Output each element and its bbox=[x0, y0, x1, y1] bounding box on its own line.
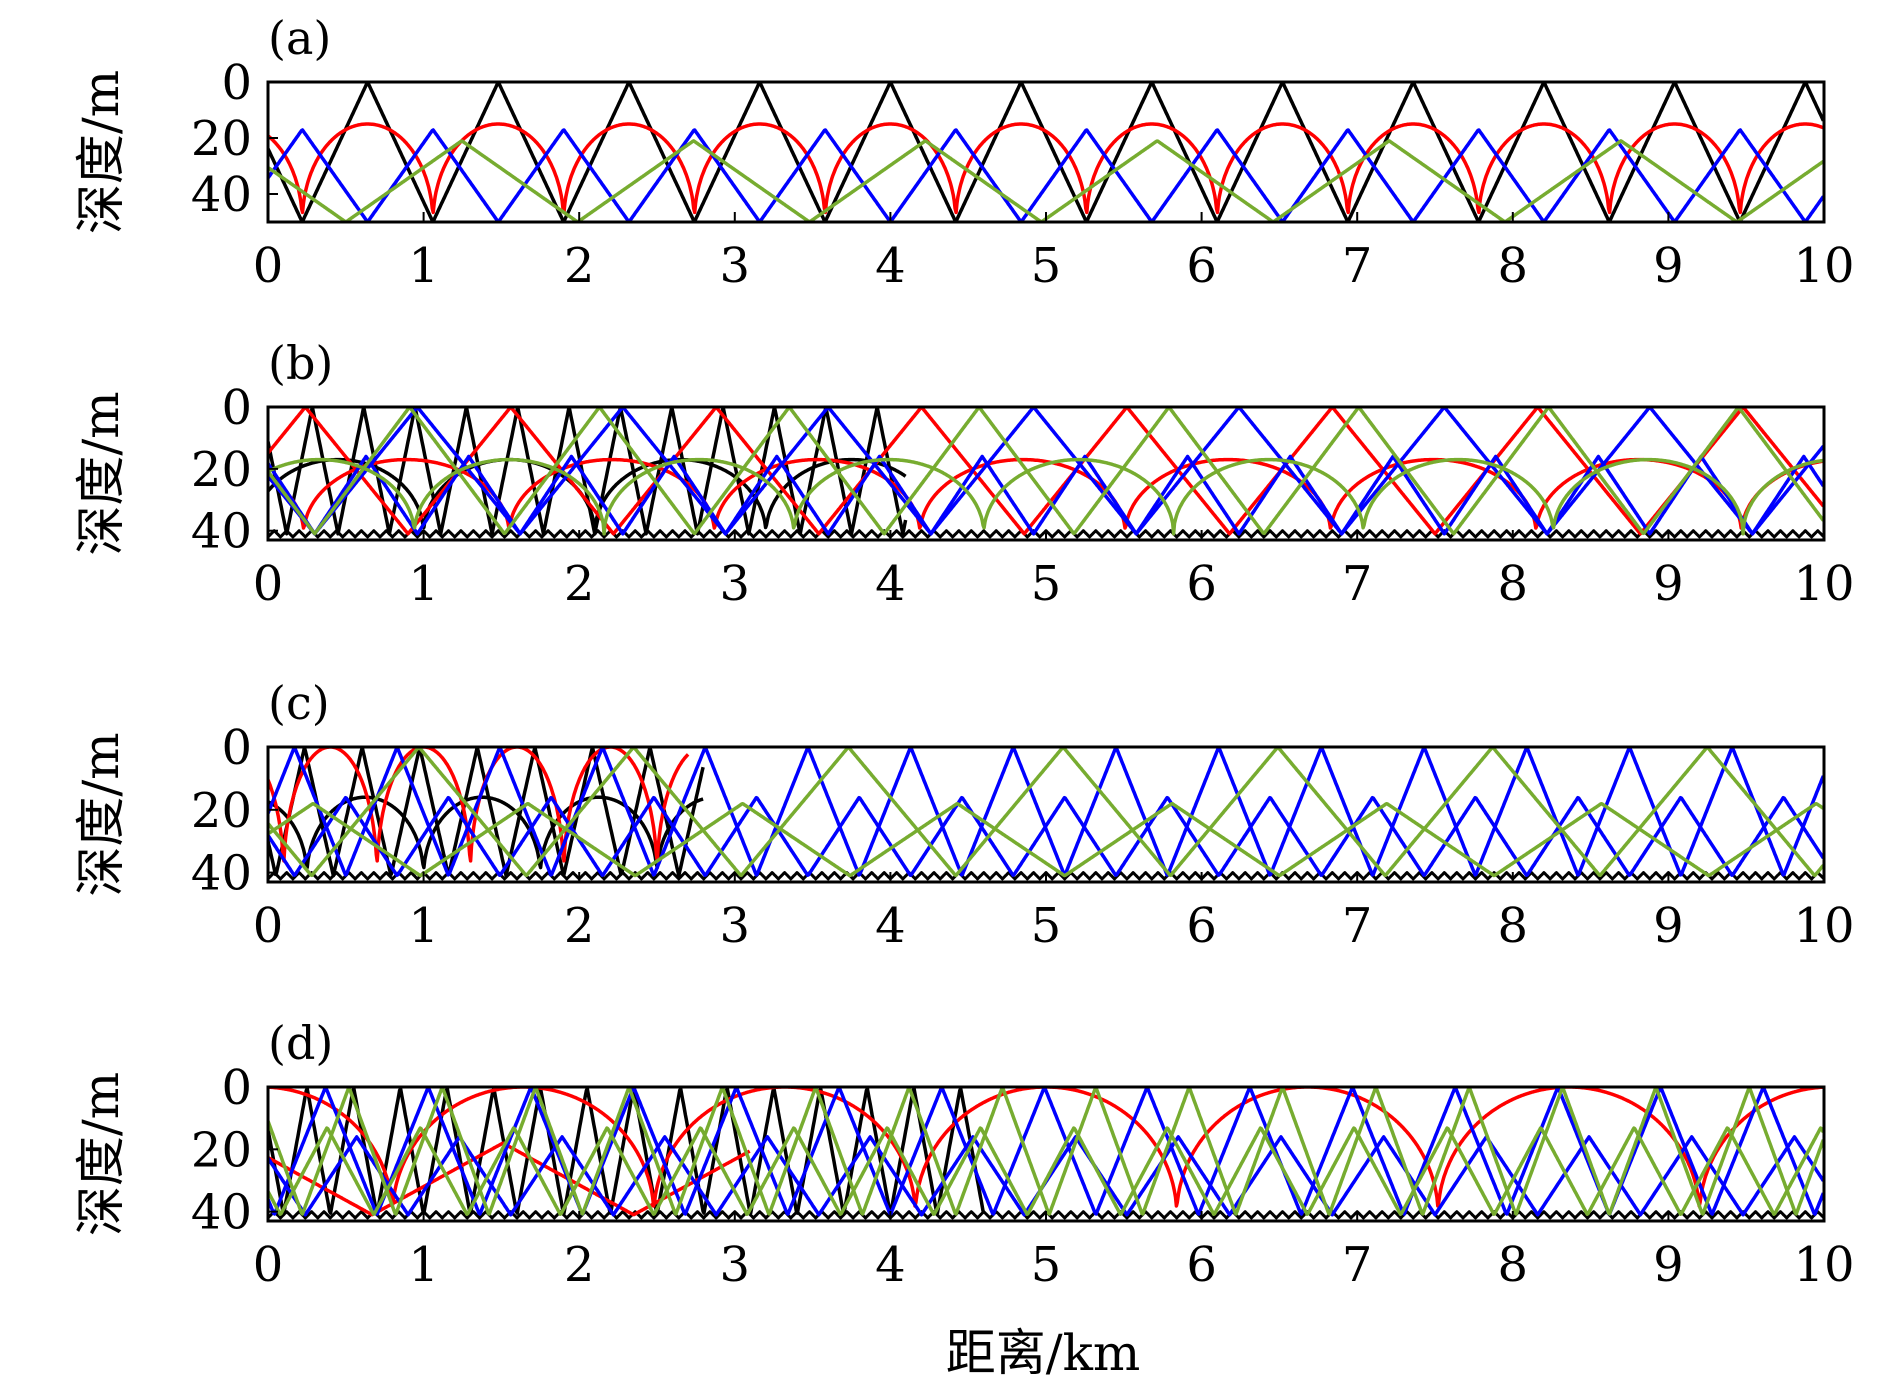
series-red-5 bbox=[268, 457, 1824, 530]
series-red-2 bbox=[268, 122, 1824, 215]
x-tick-label: 0 bbox=[253, 1237, 284, 1293]
x-tick-label: 10 bbox=[1793, 238, 1854, 294]
y-tick-label: 0 bbox=[221, 1060, 252, 1116]
x-tick-label: 3 bbox=[720, 1237, 751, 1293]
panel-d: 0 1 2 3 4 5 6 7 8 9 10 0 20 40 (d) 深度/m bbox=[72, 1016, 1855, 1293]
x-tick-label: 8 bbox=[1498, 1237, 1529, 1293]
series-blue-6 bbox=[268, 795, 1824, 877]
x-tick-label: 7 bbox=[1342, 556, 1373, 612]
y-axis-title: 深度/m bbox=[72, 1072, 130, 1236]
series-green-8 bbox=[268, 1126, 1824, 1216]
x-tick-label: 7 bbox=[1342, 238, 1373, 294]
series-black-1 bbox=[268, 1087, 985, 1215]
series-green-8 bbox=[268, 801, 1824, 878]
series-blue-5 bbox=[268, 1087, 1824, 1216]
x-tick-label: 2 bbox=[564, 556, 595, 612]
series-green-9 bbox=[268, 457, 1824, 536]
x-tick-label: 8 bbox=[1498, 556, 1529, 612]
x-tick-label: 1 bbox=[408, 556, 439, 612]
x-tick-label: 10 bbox=[1793, 556, 1854, 612]
x-tick-label: 3 bbox=[720, 238, 751, 294]
x-tick-label: 4 bbox=[875, 238, 906, 294]
x-tick-label: 0 bbox=[253, 556, 284, 612]
series-blue-3 bbox=[268, 128, 1824, 222]
x-tick-label: 6 bbox=[1186, 556, 1217, 612]
x-tick-label: 6 bbox=[1186, 238, 1217, 294]
series-blue-7 bbox=[268, 454, 1824, 536]
x-tick-label: 10 bbox=[1793, 898, 1854, 954]
panel-label: (d) bbox=[268, 1016, 333, 1070]
x-tick-label: 4 bbox=[875, 1237, 906, 1293]
x-tick-label: 6 bbox=[1186, 1237, 1217, 1293]
y-tick-label: 0 bbox=[221, 720, 252, 776]
y-axis-title: 深度/m bbox=[72, 732, 130, 896]
series-green-7 bbox=[268, 1087, 1824, 1216]
x-tick-label: 2 bbox=[564, 1237, 595, 1293]
panel-label: (a) bbox=[268, 11, 331, 65]
x-tick-label: 8 bbox=[1498, 898, 1529, 954]
y-tick-label: 20 bbox=[191, 1122, 252, 1178]
x-axis-title: 距离/km bbox=[946, 1324, 1141, 1382]
x-tick-label: 0 bbox=[253, 898, 284, 954]
x-tick-label: 4 bbox=[875, 556, 906, 612]
x-tick-label: 7 bbox=[1342, 898, 1373, 954]
x-tick-label: 2 bbox=[564, 238, 595, 294]
y-tick-label: 20 bbox=[191, 442, 252, 498]
x-tick-label: 0 bbox=[253, 238, 284, 294]
series-black-1 bbox=[268, 82, 1824, 222]
y-tick-label: 40 bbox=[191, 167, 252, 223]
y-tick-label: 0 bbox=[221, 380, 252, 436]
y-axis-title: 深度/m bbox=[72, 70, 130, 234]
y-axis-title: 深度/m bbox=[72, 391, 130, 555]
x-tick-label: 3 bbox=[720, 898, 751, 954]
y-tick-label: 40 bbox=[191, 1185, 252, 1241]
x-tick-label: 9 bbox=[1653, 898, 1684, 954]
x-tick-label: 6 bbox=[1186, 898, 1217, 954]
x-tick-label: 5 bbox=[1031, 238, 1062, 294]
x-tick-label: 3 bbox=[720, 556, 751, 612]
x-tick-label: 9 bbox=[1653, 1237, 1684, 1293]
y-tick-label: 40 bbox=[191, 504, 252, 560]
x-tick-label: 5 bbox=[1031, 1237, 1062, 1293]
series-green-8 bbox=[268, 407, 1824, 536]
x-tick-label: 5 bbox=[1031, 898, 1062, 954]
panel-label: (b) bbox=[268, 336, 333, 390]
x-tick-label: 1 bbox=[408, 238, 439, 294]
y-tick-label: 20 bbox=[191, 111, 252, 167]
panel-label: (c) bbox=[268, 676, 330, 730]
x-tick-label: 4 bbox=[875, 898, 906, 954]
x-tick-label: 10 bbox=[1793, 1237, 1854, 1293]
panel-c: 0 1 2 3 4 5 6 7 8 9 10 0 20 40 (c) 深度/m bbox=[72, 676, 1855, 954]
y-tick-label: 20 bbox=[191, 783, 252, 839]
series-red-3 bbox=[268, 1087, 1824, 1208]
x-tick-label: 7 bbox=[1342, 1237, 1373, 1293]
series-green-7 bbox=[268, 747, 1824, 878]
x-tick-label: 9 bbox=[1653, 556, 1684, 612]
series-red-4 bbox=[268, 407, 1824, 536]
x-tick-label: 2 bbox=[564, 898, 595, 954]
panel-b: 0 1 2 3 4 5 6 7 8 9 10 0 20 40 (b) 深度/m bbox=[72, 336, 1855, 612]
y-tick-label: 0 bbox=[221, 55, 252, 111]
x-tick-label: 8 bbox=[1498, 238, 1529, 294]
x-tick-label: 1 bbox=[408, 1237, 439, 1293]
x-tick-label: 5 bbox=[1031, 556, 1062, 612]
x-tick-label: 9 bbox=[1653, 238, 1684, 294]
y-tick-label: 40 bbox=[191, 846, 252, 902]
x-tick-label: 1 bbox=[408, 898, 439, 954]
